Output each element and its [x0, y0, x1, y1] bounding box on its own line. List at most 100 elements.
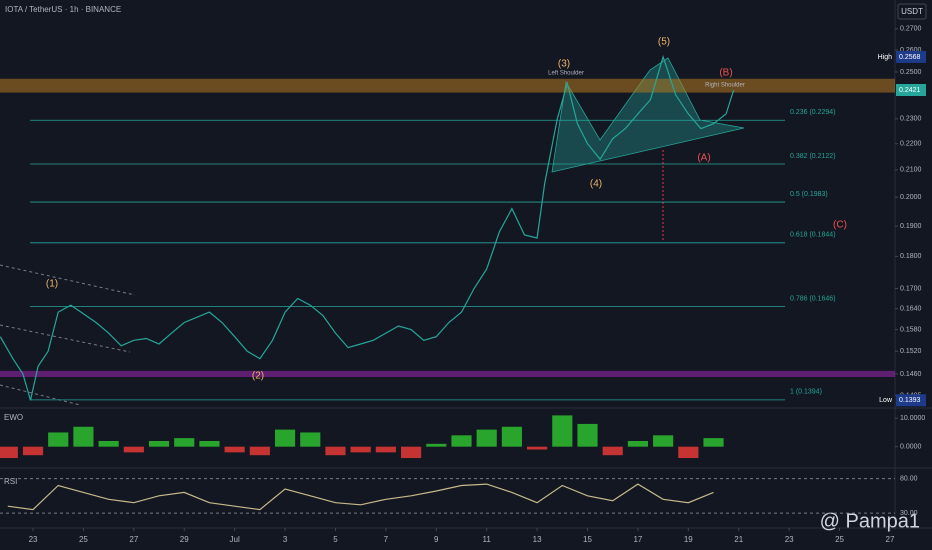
x-tick-label: Jul — [230, 535, 240, 544]
x-tick-label: 27 — [129, 535, 138, 544]
ewo-bar — [653, 435, 674, 447]
watermark: @ Pampa1 — [820, 510, 920, 532]
ewo-bar — [48, 432, 69, 447]
annotation: (C) — [833, 220, 847, 231]
ewo-bar — [148, 440, 170, 447]
annotation: (A) — [697, 153, 710, 164]
trend-line — [0, 264, 136, 296]
high-badge — [896, 50, 926, 63]
y-tick-label: 80.00 — [900, 475, 918, 482]
x-tick-label: 13 — [533, 535, 542, 544]
x-tick-label: 23 — [785, 535, 794, 544]
low-value: 0.1393 — [899, 397, 921, 404]
ewo-bar — [451, 435, 472, 447]
y-tick-label: 0.1640 — [900, 305, 922, 312]
ewo-bar — [577, 423, 598, 447]
low-label: Low — [879, 397, 893, 404]
fib-label: 0.618 (0.1844) — [790, 232, 836, 239]
chart-title: IOTA / TetherUS · 1h · BINANCE — [5, 5, 121, 14]
annotation: (5) — [658, 37, 670, 48]
fib-label: 1 (0.1394) — [790, 389, 822, 396]
y-tick-label: 0.1460 — [900, 371, 922, 378]
ewo-bar — [703, 438, 724, 447]
y-tick-label: 0.1700 — [900, 285, 922, 292]
annotation: (B) — [719, 68, 732, 79]
y-tick-label: 0.1520 — [900, 348, 922, 355]
fib-label: 0.5 (0.1983) — [790, 191, 828, 198]
x-tick-label: 27 — [886, 535, 895, 544]
currency: USDT — [901, 7, 923, 16]
ewo-bar — [501, 426, 522, 447]
y-tick-label: 0.1900 — [900, 223, 922, 230]
ewo-bar — [400, 446, 422, 459]
ewo-bar — [174, 438, 195, 447]
y-tick-label: 0.2500 — [900, 69, 922, 76]
ewo-bar — [22, 446, 44, 456]
ewo-bar — [73, 426, 94, 447]
fib-label: 0.786 (0.1646) — [790, 295, 836, 302]
x-tick-label: 9 — [434, 535, 439, 544]
high-label: High — [878, 54, 893, 61]
ewo-bar — [0, 446, 18, 459]
y-tick-label: 0.2300 — [900, 116, 922, 123]
price-line — [0, 54, 735, 401]
ewo-bar — [602, 446, 623, 456]
y-tick-label: 0.2600 — [900, 47, 922, 54]
ewo-bar — [249, 446, 270, 456]
x-tick-label: 29 — [180, 535, 189, 544]
annotation: Left Shoulder — [548, 71, 584, 77]
pane-title: EWO — [4, 413, 23, 422]
high-value: 0.2568 — [899, 54, 921, 61]
y-tick-label: 0.2100 — [900, 167, 922, 174]
y-tick-label: 0.1800 — [900, 253, 922, 260]
ewo-bar — [476, 429, 497, 447]
annotation: Right Shoulder — [705, 83, 745, 89]
x-tick-label: 3 — [283, 535, 288, 544]
zone — [0, 78, 895, 93]
y-tick-label: 0.2200 — [900, 141, 922, 148]
y-tick-label: 30.00 — [900, 510, 918, 517]
y-tick-label: 0.0000 — [900, 444, 922, 451]
last-value: 0.2421 — [899, 87, 921, 94]
x-tick-label: 17 — [633, 535, 642, 544]
fib-label: 0.382 (0.2122) — [790, 153, 836, 160]
fib-label: 0.236 (0.2294) — [790, 109, 836, 116]
ewo-bar — [325, 446, 346, 456]
ewo-bar — [375, 446, 396, 453]
pane-title: RSI — [4, 477, 17, 486]
ewo-bar — [350, 446, 371, 453]
annotation: (4) — [590, 179, 602, 190]
annotation: (3) — [558, 59, 570, 70]
annotation: (1) — [46, 279, 58, 290]
ewo-bar — [300, 432, 321, 447]
rsi-line — [7, 483, 714, 511]
ewo-bar — [274, 429, 296, 447]
trend-line — [0, 384, 81, 406]
x-tick-label: 15 — [583, 535, 592, 544]
ewo-bar — [527, 446, 548, 450]
last-badge — [896, 84, 926, 97]
ewo-bar — [678, 446, 699, 459]
x-tick-label: 25 — [79, 535, 88, 544]
x-tick-label: 25 — [835, 535, 844, 544]
y-tick-label: 0.1580 — [900, 326, 922, 333]
ewo-bar — [98, 440, 119, 447]
y-tick-label: 0.2700 — [900, 26, 922, 33]
currency-box — [897, 3, 927, 20]
x-tick-label: 5 — [333, 535, 338, 544]
y-tick-label: 0.2000 — [900, 194, 922, 201]
y-tick-label: 10.0000 — [900, 415, 925, 422]
zone — [0, 370, 895, 378]
ewo-bar — [123, 446, 144, 453]
ewo-bar — [552, 415, 573, 447]
ewo-bar — [426, 443, 447, 447]
x-tick-label: 11 — [483, 535, 492, 544]
ewo-bar — [199, 440, 220, 447]
low-badge — [896, 394, 926, 407]
x-tick-label: 19 — [684, 535, 693, 544]
ewo-bar — [224, 446, 245, 453]
ewo-bar — [627, 440, 648, 447]
x-tick-label: 7 — [384, 535, 389, 544]
trend-line — [0, 324, 131, 353]
